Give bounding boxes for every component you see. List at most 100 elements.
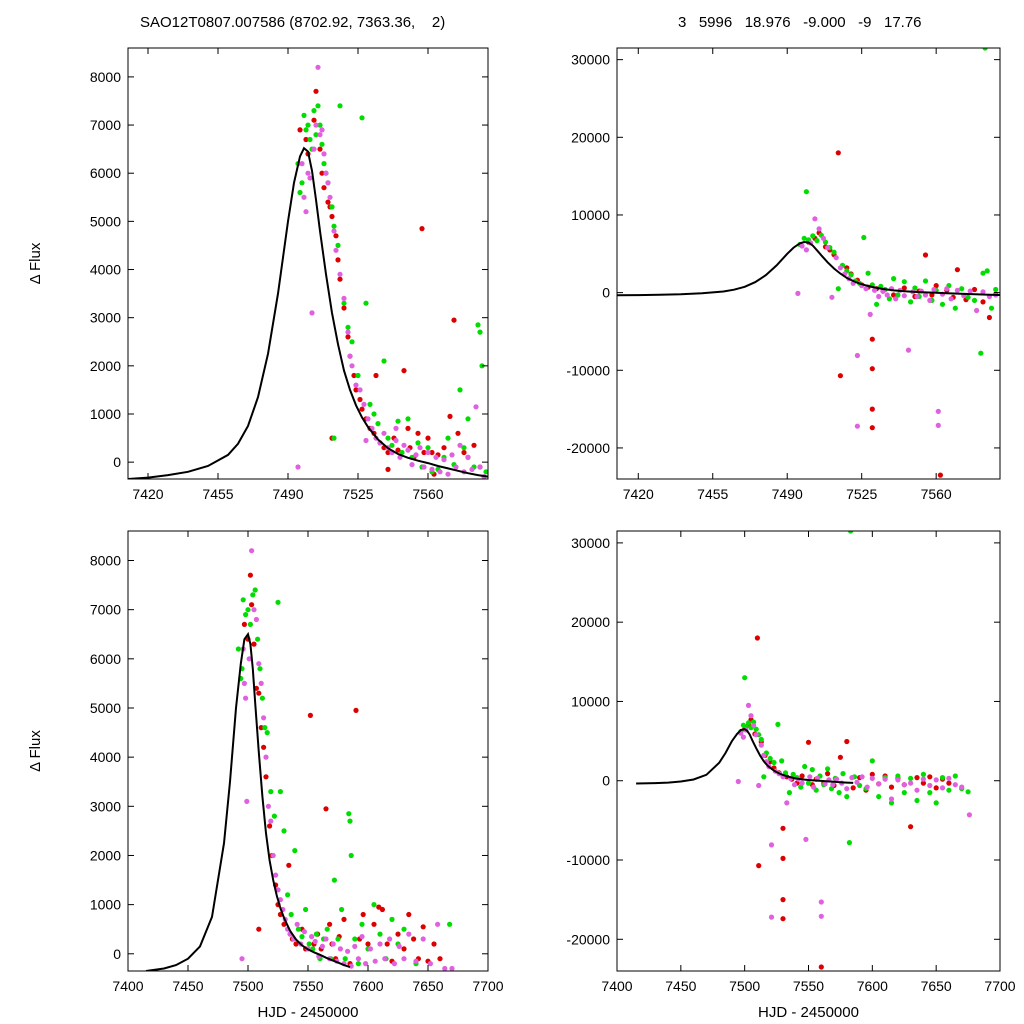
data-point xyxy=(313,132,319,138)
data-point xyxy=(395,447,401,453)
data-point xyxy=(431,941,437,947)
data-point xyxy=(442,965,448,971)
data-point xyxy=(779,758,785,764)
data-point xyxy=(339,906,345,913)
data-point xyxy=(988,305,995,311)
model-curve xyxy=(617,240,1000,297)
data-point xyxy=(477,329,483,335)
y-tick: 0 xyxy=(602,285,1000,301)
data-point xyxy=(818,899,824,905)
data-point xyxy=(256,926,262,932)
data-point xyxy=(371,411,377,417)
data-point xyxy=(241,621,247,628)
data-point xyxy=(966,812,973,818)
data-point xyxy=(780,916,786,922)
data-point xyxy=(401,926,407,932)
x-axis-label: HJD - 2450000 xyxy=(758,1004,859,1021)
data-point xyxy=(377,941,383,947)
data-point xyxy=(299,934,305,940)
y-tick: 4000 xyxy=(90,262,488,278)
data-point xyxy=(745,702,752,709)
data-point xyxy=(803,836,809,843)
data-point xyxy=(321,161,327,167)
data-point xyxy=(315,64,321,70)
data-point xyxy=(345,948,351,954)
data-point xyxy=(393,437,399,444)
x-tick-label: 7455 xyxy=(697,486,728,502)
data-point xyxy=(313,88,319,94)
data-point xyxy=(341,295,347,301)
data-point xyxy=(884,292,890,298)
x-tick: 7550 xyxy=(793,531,824,994)
data-point xyxy=(337,946,343,952)
data-point xyxy=(933,777,939,783)
data-point xyxy=(859,774,865,780)
data-point xyxy=(768,842,775,848)
data-point xyxy=(264,730,270,736)
data-point xyxy=(854,352,861,359)
data-point xyxy=(820,235,827,241)
data-point xyxy=(807,774,813,780)
data-point xyxy=(349,339,355,345)
data-point xyxy=(952,305,958,311)
data-point xyxy=(837,373,844,379)
data-point xyxy=(850,785,856,791)
data-point xyxy=(367,401,373,407)
data-point xyxy=(253,616,259,623)
data-point xyxy=(993,286,999,293)
data-point xyxy=(876,794,882,800)
data-point xyxy=(317,132,323,138)
data-point xyxy=(869,425,875,431)
plot-frame xyxy=(127,530,489,972)
data-point xyxy=(986,314,993,321)
data-point xyxy=(250,592,256,598)
data-point xyxy=(754,635,761,641)
data-point xyxy=(786,790,793,796)
x-tick-label: 7525 xyxy=(846,486,877,502)
data-point xyxy=(967,288,973,294)
data-point xyxy=(372,958,378,964)
data-point xyxy=(241,680,247,687)
data-point xyxy=(301,929,307,935)
data-point xyxy=(277,789,283,795)
data-point xyxy=(355,956,361,962)
data-point xyxy=(929,292,935,298)
data-point xyxy=(833,255,839,261)
data-point xyxy=(952,773,958,779)
y-tick-label: -10000 xyxy=(566,852,610,868)
data-point xyxy=(359,115,365,121)
y-tick-label: 8000 xyxy=(90,552,121,568)
data-point xyxy=(952,782,958,788)
data-point xyxy=(946,787,952,793)
data-point xyxy=(818,964,824,970)
data-point xyxy=(303,127,309,133)
data-point xyxy=(869,336,875,342)
x-tick: 7600 xyxy=(352,531,384,994)
data-point xyxy=(891,276,897,282)
data-point xyxy=(345,334,351,340)
x-tick-label: 7400 xyxy=(112,978,143,994)
y-tick: -20000 xyxy=(566,440,1000,456)
data-point xyxy=(311,117,317,123)
data-point xyxy=(294,921,300,927)
data-point xyxy=(385,435,391,441)
data-point xyxy=(922,252,929,258)
data-point xyxy=(927,790,933,796)
data-point xyxy=(357,396,363,403)
y-tick-label: -20000 xyxy=(566,440,610,456)
data-point xyxy=(425,449,431,456)
x-tick: 7650 xyxy=(921,531,952,994)
x-tick-label: 7600 xyxy=(857,978,888,994)
x-tick: 7450 xyxy=(172,531,204,994)
data-point xyxy=(348,963,354,969)
data-point xyxy=(948,296,954,302)
data-point xyxy=(359,934,365,940)
data-point xyxy=(411,936,417,942)
data-point xyxy=(874,301,880,307)
data-point xyxy=(305,170,311,176)
x-tick-label: 7650 xyxy=(412,978,443,994)
data-point xyxy=(325,199,331,205)
data-point xyxy=(331,223,337,229)
data-point xyxy=(735,778,741,785)
data-point xyxy=(954,287,961,293)
